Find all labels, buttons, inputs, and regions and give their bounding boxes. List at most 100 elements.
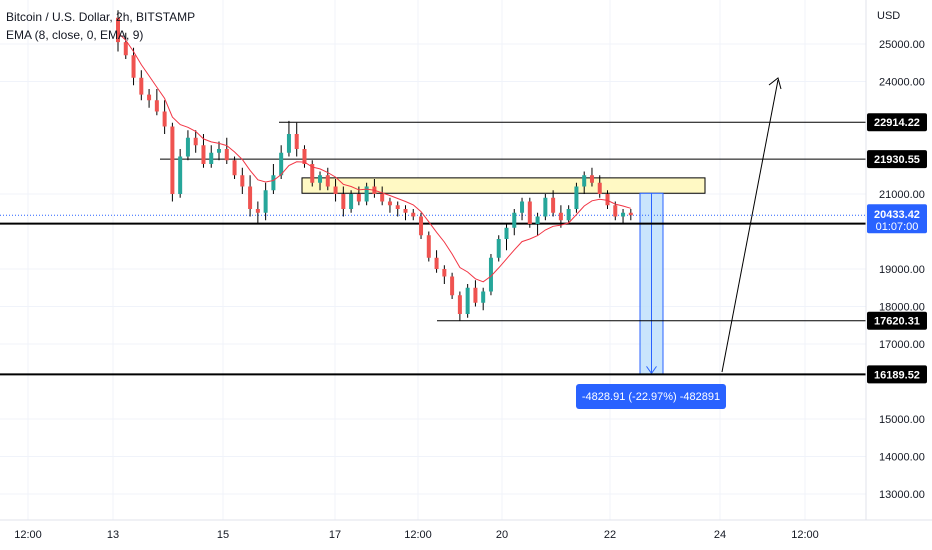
time-tick-label: 12:00 [791, 529, 819, 541]
candle-body [310, 164, 315, 183]
candle-body [566, 209, 571, 221]
projection-arrow-line [721, 79, 779, 373]
candle-body [504, 227, 509, 239]
level-price-label-bg [867, 150, 927, 169]
candle-body [387, 201, 392, 206]
price-labels: 22914.2221930.5520210.0017620.3116189.52… [867, 113, 927, 384]
candle-body [286, 134, 291, 153]
candle-body [551, 197, 556, 213]
candle-body [201, 145, 206, 164]
candle-body [294, 134, 299, 149]
candle-body [341, 194, 346, 209]
price-tick-label: 21000.00 [879, 189, 925, 201]
candle-body [582, 175, 587, 187]
price-tick-label: 18000.00 [879, 302, 925, 314]
candle-body [248, 186, 253, 209]
candle-body [403, 209, 408, 213]
candle-body [465, 287, 470, 314]
price-tick-label: 19000.00 [879, 264, 925, 276]
level-price-label-text: 22914.22 [874, 117, 920, 129]
ema-line [117, 32, 631, 283]
resistance-zone [301, 177, 706, 194]
candle-body [426, 235, 431, 258]
candle-body [240, 175, 245, 187]
candle-body [411, 212, 416, 217]
time-tick-label: 12:00 [404, 529, 432, 541]
candle-body [279, 152, 284, 176]
candle-body [209, 152, 214, 164]
time-axis[interactable]: 12:00 13 15 17 12:00 20 22 24 12:00 [0, 519, 932, 541]
time-tick-label: 20 [496, 529, 508, 541]
level-price-label-bg [867, 113, 927, 132]
current-price-label-bg [867, 204, 927, 234]
candle-body [232, 160, 237, 176]
candle-body [217, 149, 222, 153]
candle-body [154, 100, 159, 112]
measure-label-bg [576, 384, 726, 409]
candle-body [263, 190, 268, 213]
candle-body [558, 212, 563, 221]
candle-body [434, 257, 439, 269]
candle-body [450, 276, 455, 296]
candle-body [512, 212, 517, 228]
price-tick-label: 14000.00 [879, 452, 925, 464]
candle-body [271, 175, 276, 191]
candles [116, 10, 633, 321]
price-tick-label: 24000.00 [879, 77, 925, 89]
candle-body [473, 287, 478, 303]
candle-body [597, 182, 602, 194]
time-tick-label: 15 [217, 529, 229, 541]
price-tick-label: 13000.00 [879, 489, 925, 501]
measure-label-text: -4828.91 (-22.97%) -482891 [582, 391, 720, 403]
candle-body [605, 194, 610, 206]
axis-currency: USD [877, 10, 900, 22]
candle-body [147, 94, 152, 101]
candle-body [131, 55, 136, 78]
candle-body [457, 295, 462, 314]
candle-body [520, 201, 525, 213]
price-tick-label: 15000.00 [879, 414, 925, 426]
candle-body [255, 209, 260, 213]
price-axis[interactable]: USD 25000.00 24000.00 21000.00 19000.00 1800… [865, 0, 925, 520]
candle-body [123, 42, 128, 56]
time-tick-label: 22 [604, 529, 616, 541]
measure-label: -4828.91 (-22.97%) -482891 [576, 384, 726, 409]
level-lines [0, 121, 866, 376]
candle-body [589, 175, 594, 183]
level-price-label-text: 21930.55 [874, 154, 920, 166]
candle-body [481, 291, 486, 303]
candle-body [488, 257, 493, 292]
candle-body [621, 212, 626, 217]
candle-body [574, 186, 579, 209]
candle-body [178, 156, 183, 194]
candle-body [116, 17, 120, 43]
time-tick-label: 24 [714, 529, 726, 541]
candle-body [380, 194, 385, 202]
candle-body [185, 137, 190, 157]
candle-body [535, 216, 540, 224]
candle-body [628, 212, 633, 216]
level-price-label-bg [867, 365, 927, 384]
candle-body [162, 111, 167, 127]
countdown-label: 01:07:00 [876, 221, 919, 233]
price-tick-label: 17000.00 [879, 339, 925, 351]
candle-body [224, 149, 229, 161]
candle-body [613, 205, 618, 217]
time-tick-label: 17 [329, 529, 341, 541]
time-tick-label: 12:00 [14, 529, 42, 541]
candle-body [302, 149, 307, 164]
candle-body [496, 239, 501, 258]
projection-arrowhead [768, 77, 782, 90]
candle-body [318, 175, 323, 183]
candle-body [364, 186, 369, 202]
candle-body [170, 126, 175, 194]
indicator-title: EMA (8, close, 0, EMA, 9) [6, 28, 144, 42]
candle-body [349, 194, 354, 209]
candle-body [419, 216, 424, 236]
candle-body [543, 197, 548, 217]
candle-body [193, 137, 198, 146]
candle-body [527, 201, 532, 224]
level-price-label-bg [867, 311, 927, 330]
level-price-label-text: 16189.52 [874, 369, 920, 381]
